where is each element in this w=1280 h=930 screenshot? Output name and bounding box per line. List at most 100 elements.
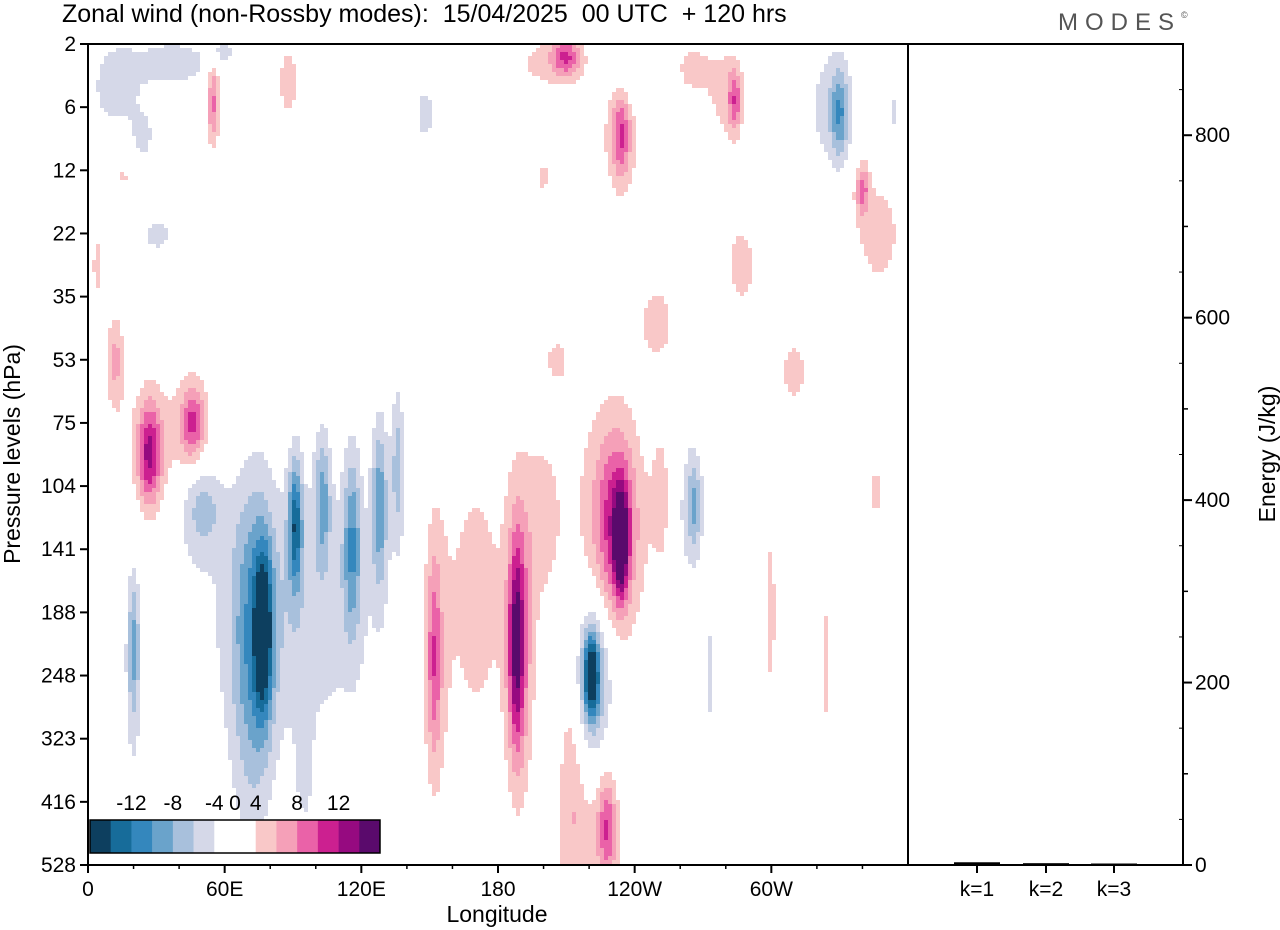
- heat-cell: [508, 672, 512, 676]
- heat-cell: [268, 700, 272, 704]
- heat-cell: [108, 332, 120, 336]
- heat-cell: [580, 684, 584, 688]
- heat-cell: [524, 600, 528, 604]
- heat-cell: [428, 648, 432, 652]
- heat-cell: [684, 540, 692, 544]
- heat-cell: [368, 492, 372, 496]
- heat-cell: [456, 552, 508, 556]
- heat-cell: [372, 444, 376, 448]
- heat-cell: [128, 728, 140, 732]
- heat-cell: [256, 656, 268, 660]
- heat-cell: [192, 452, 200, 456]
- heat-cell: [540, 168, 548, 172]
- heat-cell: [740, 100, 744, 104]
- heat-cell: [616, 128, 620, 132]
- heat-cell: [292, 564, 300, 568]
- heat-cell: [384, 556, 392, 560]
- heat-cell: [532, 580, 548, 584]
- heat-cell: [588, 660, 596, 664]
- heat-cell: [584, 720, 588, 724]
- heat-cell: [592, 512, 600, 516]
- heat-cell: [524, 748, 532, 752]
- heat-cell: [604, 512, 612, 516]
- heat-cell: [724, 124, 732, 128]
- heat-cell: [288, 552, 292, 556]
- heat-cell: [696, 532, 704, 536]
- heat-cell: [316, 444, 328, 448]
- heat-cell: [828, 128, 832, 132]
- heat-cell: [276, 716, 316, 720]
- heat-cell: [440, 712, 448, 716]
- heat-cell: [184, 524, 196, 528]
- heat-cell: [860, 192, 864, 196]
- heat-cell: [164, 464, 172, 468]
- heat-cell: [440, 636, 444, 640]
- heat-cell: [372, 528, 376, 532]
- heat-cell: [872, 480, 880, 484]
- heat-cell: [596, 544, 600, 548]
- heat-cell: [428, 748, 432, 752]
- heat-cell: [244, 772, 264, 776]
- heat-cell: [376, 548, 380, 552]
- heat-cell: [784, 368, 804, 372]
- heat-cell: [512, 760, 524, 764]
- heat-cell: [596, 712, 600, 716]
- heat-cell: [628, 556, 632, 560]
- heat-cell: [468, 516, 484, 520]
- heat-cell: [292, 584, 300, 588]
- heat-cell: [512, 684, 516, 688]
- heat-cell: [220, 688, 232, 692]
- heat-cell: [824, 692, 828, 696]
- heat-cell: [272, 544, 276, 548]
- heat-cell: [580, 680, 584, 684]
- heat-cell: [132, 416, 140, 420]
- heat-cell: [508, 704, 512, 708]
- heat-cell: [356, 564, 360, 568]
- heat-cell: [528, 588, 532, 592]
- heat-cell: [708, 708, 712, 712]
- heat-cell: [600, 524, 604, 528]
- heat-cell: [824, 144, 832, 148]
- heat-cell: [144, 512, 156, 516]
- heat-cell: [708, 636, 712, 640]
- heat-cell: [180, 384, 204, 388]
- heat-cell: [696, 512, 700, 516]
- heat-cell: [300, 796, 308, 800]
- heat-cell: [400, 476, 404, 480]
- heat-cell: [180, 436, 184, 440]
- heat-cell: [240, 584, 248, 588]
- heat-cell: [504, 508, 512, 512]
- heat-cell: [628, 496, 632, 500]
- heat-cell: [556, 60, 564, 64]
- heat-cell: [368, 500, 372, 504]
- heat-cell: [376, 532, 384, 536]
- heat-cell: [216, 76, 220, 80]
- heat-cell: [312, 464, 316, 468]
- heat-cell: [636, 544, 648, 548]
- heat-cell: [292, 444, 300, 448]
- heat-cell: [432, 708, 436, 712]
- heat-cell: [828, 88, 836, 92]
- heat-cell: [312, 460, 316, 464]
- heat-cell: [628, 128, 632, 132]
- heat-cell: [440, 668, 444, 672]
- heat-cell: [596, 832, 600, 836]
- heat-cell: [292, 536, 300, 540]
- heat-cell: [296, 760, 312, 764]
- heat-cell: [500, 708, 508, 712]
- heat-cell: [256, 664, 268, 668]
- heat-cell: [232, 600, 240, 604]
- heat-cell: [348, 532, 356, 536]
- heat-cell: [372, 472, 376, 476]
- y-tick-label: 104: [41, 475, 76, 498]
- heat-cell: [432, 608, 440, 612]
- heat-cell: [824, 632, 828, 636]
- heat-cell: [600, 792, 612, 796]
- heat-cell: [588, 692, 596, 696]
- heat-cell: [684, 536, 692, 540]
- heat-cell: [620, 144, 624, 148]
- heat-cell: [268, 540, 272, 544]
- heat-cell: [388, 532, 404, 536]
- heat-cell: [200, 476, 216, 480]
- heat-cell: [768, 632, 776, 636]
